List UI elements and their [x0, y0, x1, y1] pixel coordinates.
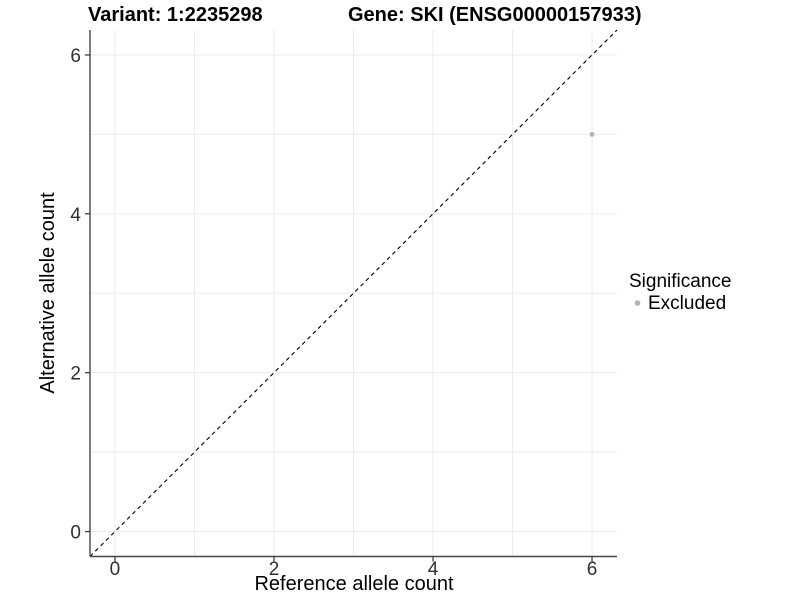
axis-lines-and-ticks [85, 30, 617, 562]
data-point-excluded [589, 131, 595, 137]
x-tick-label: 2 [269, 559, 280, 580]
variant-title: Variant: 1:2235298 [88, 4, 263, 26]
legend-key-excluded-dot [634, 300, 641, 306]
y-tick-label: 4 [70, 205, 81, 226]
y-tick-label: 6 [70, 46, 81, 67]
legend-label-excluded: Excluded [648, 293, 726, 314]
gridlines [90, 30, 617, 557]
x-tick-label: 6 [587, 559, 598, 580]
y-axis-title: Alternative allele count [37, 192, 59, 394]
tick-labels: 0 2 4 6 0 2 4 6 [70, 46, 597, 580]
legend: Significance Excluded [629, 271, 731, 314]
y-tick-label: 2 [70, 364, 81, 385]
data-points [589, 131, 595, 137]
x-tick-label: 0 [110, 559, 121, 580]
y-tick-label: 0 [70, 523, 81, 544]
x-axis-title: Reference allele count [254, 573, 453, 595]
gene-title: Gene: SKI (ENSG00000157933) [348, 4, 642, 26]
legend-title: Significance [629, 271, 731, 292]
x-tick-label: 4 [428, 559, 439, 580]
